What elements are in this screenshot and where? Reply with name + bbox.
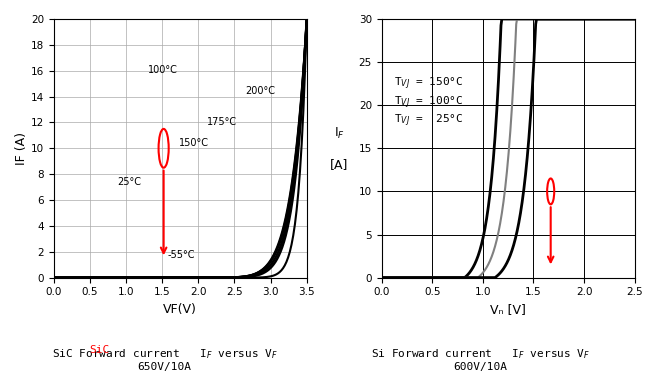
Text: 100°C: 100°C	[148, 65, 178, 75]
X-axis label: VF(V): VF(V)	[163, 303, 197, 316]
Text: 150°C: 150°C	[179, 138, 209, 148]
Text: Si Forward current   I$_F$ versus V$_F$
600V/10A: Si Forward current I$_F$ versus V$_F$ 60…	[370, 347, 590, 372]
Text: T$_{VJ}$ = 150°C
T$_{VJ}$ = 100°C
T$_{VJ}$ =  25°C: T$_{VJ}$ = 150°C T$_{VJ}$ = 100°C T$_{VJ…	[394, 76, 464, 129]
Text: 200°C: 200°C	[245, 86, 275, 96]
Text: 25°C: 25°C	[117, 176, 141, 186]
Y-axis label: IF (A): IF (A)	[15, 132, 28, 165]
Text: SiC: SiC	[89, 345, 109, 355]
Y-axis label: I$_F$

[A]: I$_F$ [A]	[330, 126, 349, 171]
Text: -55°C: -55°C	[168, 250, 195, 260]
X-axis label: Vₙ [V]: Vₙ [V]	[490, 303, 526, 316]
Text: 175°C: 175°C	[207, 117, 237, 127]
Text: SiC Forward current   I$_F$ versus V$_F$
650V/10A: SiC Forward current I$_F$ versus V$_F$ 6…	[51, 347, 278, 372]
